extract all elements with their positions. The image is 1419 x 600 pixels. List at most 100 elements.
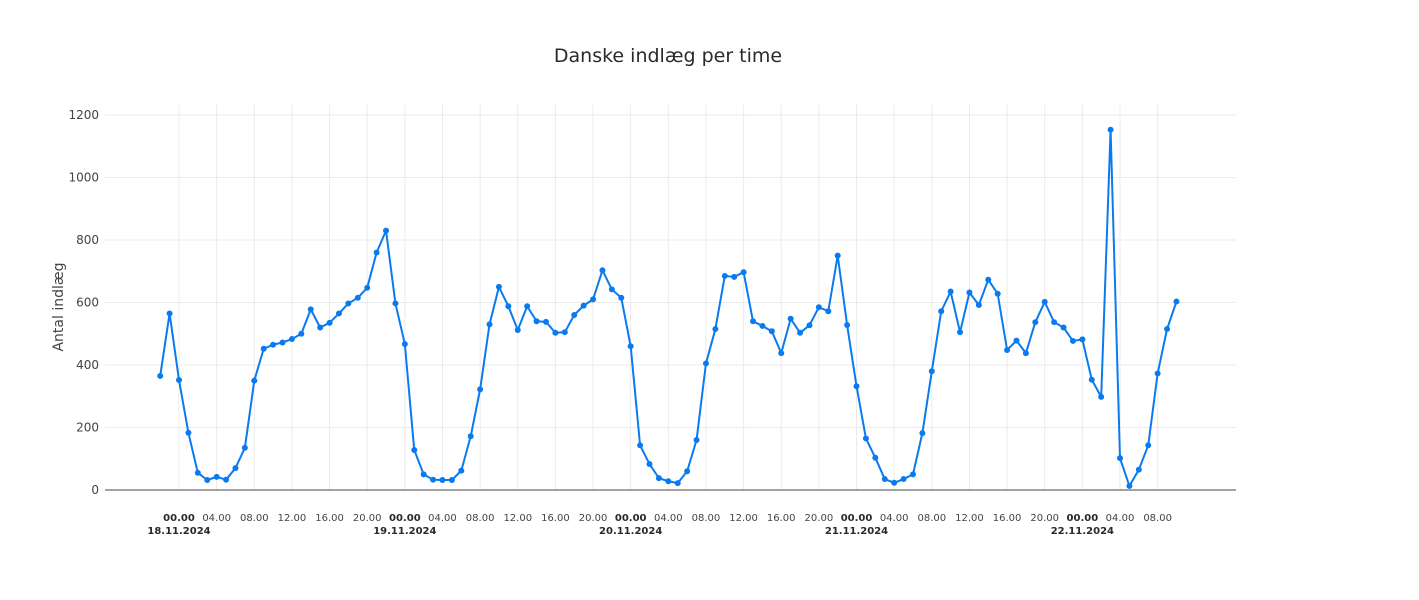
data-point[interactable] [571, 312, 578, 318]
data-point[interactable] [486, 321, 493, 328]
data-point[interactable] [383, 227, 390, 234]
data-point[interactable] [185, 429, 192, 436]
data-point[interactable] [590, 296, 597, 303]
data-point[interactable] [721, 272, 728, 279]
data-point[interactable] [740, 269, 747, 276]
data-point[interactable] [430, 476, 437, 483]
data-point[interactable] [1032, 319, 1039, 326]
data-point[interactable] [759, 322, 766, 329]
data-point[interactable] [298, 330, 305, 337]
data-point[interactable] [392, 300, 399, 307]
data-point[interactable] [618, 294, 625, 301]
data-point[interactable] [580, 302, 587, 309]
data-point[interactable] [1022, 350, 1029, 357]
data-point[interactable] [806, 322, 813, 329]
data-point[interactable] [909, 471, 916, 478]
data-point[interactable] [1173, 298, 1180, 305]
data-point[interactable] [1126, 482, 1133, 489]
data-point[interactable] [1088, 376, 1095, 383]
data-point[interactable] [420, 471, 427, 478]
data-point[interactable] [862, 435, 869, 442]
data-point[interactable] [975, 302, 982, 308]
data-point[interactable] [1060, 324, 1067, 331]
data-point[interactable] [825, 308, 832, 315]
data-point[interactable] [599, 267, 606, 274]
data-point[interactable] [288, 336, 295, 343]
data-point[interactable] [778, 350, 785, 357]
data-point[interactable] [1079, 336, 1086, 343]
data-point[interactable] [627, 343, 634, 350]
data-point[interactable] [505, 303, 512, 310]
data-point[interactable] [646, 461, 653, 468]
data-point[interactable] [1107, 126, 1114, 133]
data-point[interactable] [467, 433, 474, 440]
data-point[interactable] [439, 477, 446, 483]
data-point[interactable] [712, 326, 719, 333]
data-point[interactable] [524, 303, 531, 310]
data-point[interactable] [787, 315, 794, 322]
data-point[interactable] [1051, 319, 1058, 326]
data-point[interactable] [1117, 455, 1123, 462]
data-point[interactable] [891, 479, 898, 486]
data-point[interactable] [223, 476, 230, 483]
data-point[interactable] [326, 319, 333, 326]
data-point[interactable] [608, 286, 615, 293]
data-point[interactable] [919, 430, 926, 437]
data-point[interactable] [260, 345, 267, 352]
data-point[interactable] [702, 360, 709, 367]
data-point[interactable] [1135, 466, 1142, 473]
data-point[interactable] [1164, 326, 1171, 333]
data-point[interactable] [157, 372, 164, 379]
data-point[interactable] [815, 304, 822, 311]
data-point[interactable] [985, 276, 992, 283]
data-point[interactable] [665, 478, 672, 485]
data-point[interactable] [514, 327, 521, 333]
data-point[interactable] [768, 328, 775, 335]
data-point[interactable] [335, 310, 342, 317]
data-point[interactable] [655, 475, 662, 482]
data-point[interactable] [994, 290, 1001, 297]
data-point[interactable] [1069, 337, 1076, 344]
data-point[interactable] [401, 341, 408, 348]
data-point[interactable] [684, 468, 691, 475]
data-point[interactable] [834, 252, 841, 259]
data-point[interactable] [176, 377, 182, 383]
data-point[interactable] [307, 306, 314, 313]
data-point[interactable] [241, 444, 248, 451]
data-point[interactable] [947, 288, 954, 295]
data-point[interactable] [448, 477, 455, 483]
data-point[interactable] [1004, 347, 1011, 353]
data-point[interactable] [731, 273, 738, 280]
data-point[interactable] [458, 467, 465, 474]
data-point[interactable] [1041, 298, 1048, 305]
data-point[interactable] [853, 383, 860, 390]
data-point[interactable] [166, 310, 173, 317]
data-point[interactable] [1145, 442, 1152, 449]
data-point[interactable] [354, 294, 361, 301]
data-point[interactable] [1098, 393, 1105, 400]
data-point[interactable] [966, 289, 973, 296]
data-point[interactable] [872, 454, 879, 461]
data-point[interactable] [279, 339, 286, 346]
data-point[interactable] [317, 324, 324, 331]
data-point[interactable] [957, 329, 964, 336]
data-point[interactable] [1154, 370, 1161, 377]
data-point[interactable] [213, 473, 220, 480]
data-point[interactable] [938, 308, 945, 315]
data-point[interactable] [411, 447, 418, 453]
data-point[interactable] [928, 368, 935, 375]
data-point[interactable] [533, 318, 540, 325]
data-point[interactable] [232, 465, 239, 472]
data-point[interactable] [364, 284, 371, 291]
data-point[interactable] [495, 283, 502, 290]
data-point[interactable] [552, 329, 559, 336]
data-point[interactable] [844, 322, 851, 328]
data-point[interactable] [251, 377, 258, 384]
data-point[interactable] [204, 477, 211, 483]
data-point[interactable] [345, 300, 352, 307]
data-point[interactable] [750, 318, 757, 325]
data-point[interactable] [881, 476, 888, 483]
data-point[interactable] [373, 249, 380, 256]
data-point[interactable] [270, 341, 277, 348]
data-point[interactable] [797, 329, 804, 336]
